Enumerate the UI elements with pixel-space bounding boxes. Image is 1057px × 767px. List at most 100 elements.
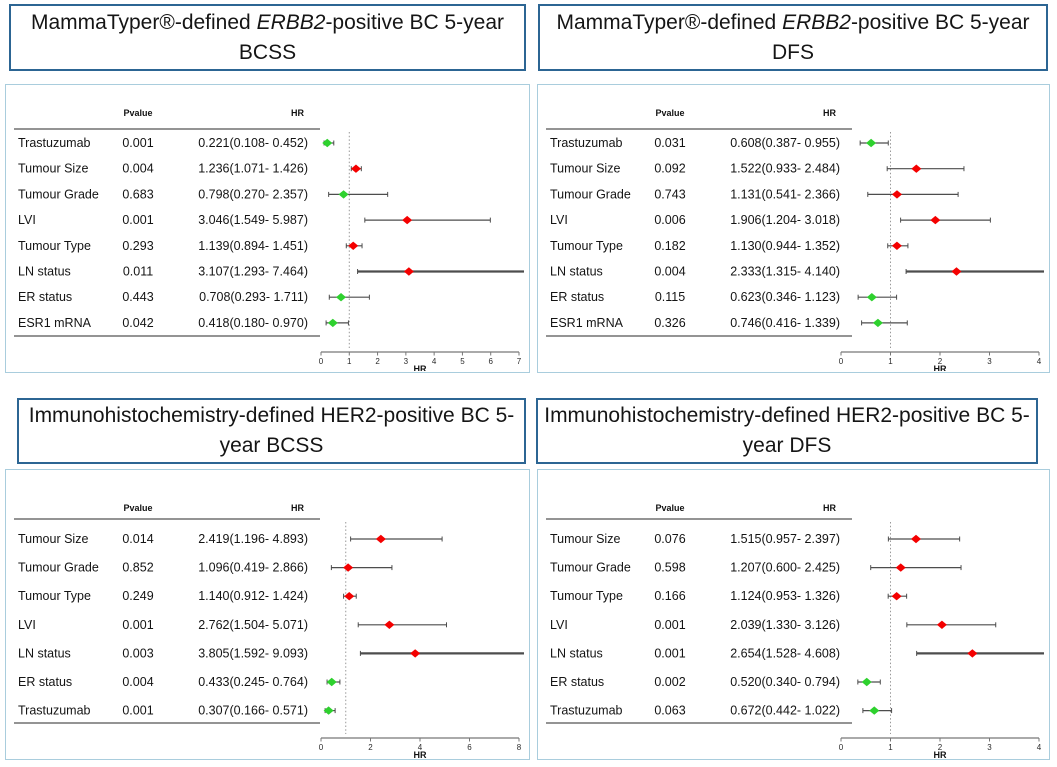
title-ihc-her2-bcss: Immunohistochemistry-defined HER2-positi…	[17, 398, 526, 464]
row-label: LN status	[18, 646, 71, 660]
hr-marker	[350, 164, 361, 173]
title-post: -positive BC 5-year BCSS	[238, 10, 504, 64]
title-text: Immunohistochemistry-defined HER2-positi…	[25, 401, 518, 461]
row-label: LVI	[18, 618, 36, 632]
col-header-pvalue: Pvalue	[655, 503, 684, 513]
title-pre: Immunohistochemistry-defined HER2-positi…	[544, 404, 1030, 457]
hr-marker	[930, 215, 941, 225]
row-hr-ci: 1.140(0.912- 1.424)	[198, 589, 308, 603]
hr-marker	[951, 267, 962, 276]
row-pvalue: 0.598	[654, 561, 685, 575]
forest-plot-mammatyper-erbb2-dfs: Pvalue HR Trastuzumab 0.031 0.608(0.387- 0.9…	[546, 108, 1044, 371]
panel-mammatyper-erbb2-dfs: Pvalue HR Trastuzumab 0.031 0.608(0.387- 0.9…	[537, 84, 1050, 373]
title-text: Immunohistochemistry-defined HER2-positi…	[544, 401, 1030, 461]
hr-marker	[866, 138, 877, 148]
title-italic-gene: ERBB2	[782, 10, 851, 34]
hr-marker	[910, 534, 921, 544]
x-tick-label: 4	[418, 743, 423, 752]
row-label: Tumour Type	[18, 589, 91, 603]
row-hr-ci: 1.139(0.894- 1.451)	[198, 239, 308, 253]
x-tick-label: 1	[347, 357, 352, 366]
row-pvalue: 0.115	[655, 290, 685, 304]
row-label: LVI	[550, 213, 568, 227]
row-pvalue: 0.004	[122, 675, 153, 689]
row-pvalue: 0.683	[122, 187, 153, 201]
row-pvalue: 0.031	[654, 136, 685, 150]
hr-marker	[869, 706, 880, 715]
col-header-hr: HR	[823, 503, 836, 513]
row-label: Trastuzumab	[18, 136, 91, 150]
x-tick-label: 4	[432, 357, 437, 366]
row-label: Tumour Type	[550, 239, 623, 253]
title-mammatyper-erbb2-dfs: MammaTyper®-defined ERBB2-positive BC 5-…	[538, 4, 1048, 71]
row-hr-ci: 2.654(1.528- 4.608)	[730, 646, 840, 660]
x-axis-label: HR	[414, 364, 427, 371]
row-pvalue: 0.001	[122, 704, 153, 718]
row-pvalue: 0.042	[122, 316, 153, 330]
row-label: Tumour Size	[18, 162, 88, 176]
row-hr-ci: 0.418(0.180- 0.970)	[198, 316, 308, 330]
panel-mammatyper-erbb2-bcss: Pvalue HR Trastuzumab 0.001 0.221(0.108- 0.4…	[5, 84, 530, 373]
hr-marker	[336, 293, 347, 302]
hr-marker	[348, 241, 359, 250]
x-tick-label: 3	[987, 357, 992, 366]
row-pvalue: 0.002	[654, 675, 685, 689]
forest-plot-mammatyper-erbb2-bcss: Pvalue HR Trastuzumab 0.001 0.221(0.108- 0.4…	[14, 108, 524, 371]
row-pvalue: 0.004	[654, 265, 685, 279]
row-label: ESR1 mRNA	[550, 316, 624, 330]
row-hr-ci: 2.039(1.330- 3.126)	[730, 618, 840, 632]
hr-marker	[891, 190, 902, 199]
row-pvalue: 0.249	[122, 589, 153, 603]
row-pvalue: 0.001	[654, 646, 685, 660]
forest-plot-ihc-her2-dfs: Pvalue HR Tumour Size 0.076 1.515(0.957- 2.3…	[546, 503, 1044, 758]
row-label: ER status	[550, 675, 604, 689]
row-pvalue: 0.326	[654, 316, 685, 330]
x-axis-label: HR	[934, 750, 947, 758]
row-pvalue: 0.092	[654, 162, 685, 176]
hr-marker	[375, 534, 386, 544]
col-header-pvalue: Pvalue	[123, 108, 152, 118]
row-pvalue: 0.001	[122, 136, 153, 150]
row-hr-ci: 0.798(0.270- 2.357)	[198, 187, 308, 201]
hr-marker	[343, 563, 354, 572]
x-tick-label: 4	[1037, 743, 1042, 752]
hr-marker	[872, 318, 883, 328]
hr-marker	[891, 592, 902, 601]
row-pvalue: 0.001	[122, 213, 153, 227]
x-axis-label: HR	[934, 364, 947, 371]
row-label: ER status	[550, 290, 604, 304]
col-header-hr: HR	[291, 108, 304, 118]
col-header-pvalue: Pvalue	[655, 108, 684, 118]
panel-ihc-her2-bcss: Pvalue HR Tumour Size 0.014 2.419(1.196- 4.8…	[5, 469, 530, 760]
row-hr-ci: 2.762(1.504- 5.071)	[198, 618, 308, 632]
x-tick-label: 1	[888, 357, 893, 366]
row-pvalue: 0.076	[654, 532, 685, 546]
x-tick-label: 0	[319, 743, 324, 752]
row-label: LN status	[18, 265, 71, 279]
x-tick-label: 6	[488, 357, 493, 366]
row-label: ER status	[18, 290, 72, 304]
row-label: Tumour Type	[550, 589, 623, 603]
row-hr-ci: 0.307(0.166- 0.571)	[198, 704, 308, 718]
row-hr-ci: 0.608(0.387- 0.955)	[730, 136, 840, 150]
row-hr-ci: 1.207(0.600- 2.425)	[730, 561, 840, 575]
x-tick-label: 7	[517, 357, 522, 366]
row-pvalue: 0.006	[654, 213, 685, 227]
row-hr-ci: 1.906(1.204- 3.018)	[730, 213, 840, 227]
x-tick-label: 6	[467, 743, 472, 752]
hr-marker	[323, 706, 334, 715]
row-label: LN status	[550, 265, 603, 279]
row-hr-ci: 3.805(1.592- 9.093)	[198, 646, 308, 660]
hr-marker	[911, 164, 922, 173]
row-pvalue: 0.852	[122, 561, 153, 575]
x-tick-label: 2	[368, 743, 373, 752]
x-tick-label: 0	[319, 357, 324, 366]
row-pvalue: 0.063	[654, 704, 685, 718]
panel-ihc-her2-dfs: Pvalue HR Tumour Size 0.076 1.515(0.957- 2.3…	[537, 469, 1050, 760]
row-label: Tumour Grade	[18, 561, 99, 575]
row-label: Tumour Grade	[550, 561, 631, 575]
row-label: Trastuzumab	[550, 136, 623, 150]
hr-marker	[403, 267, 414, 276]
row-hr-ci: 1.130(0.944- 1.352)	[730, 239, 840, 253]
